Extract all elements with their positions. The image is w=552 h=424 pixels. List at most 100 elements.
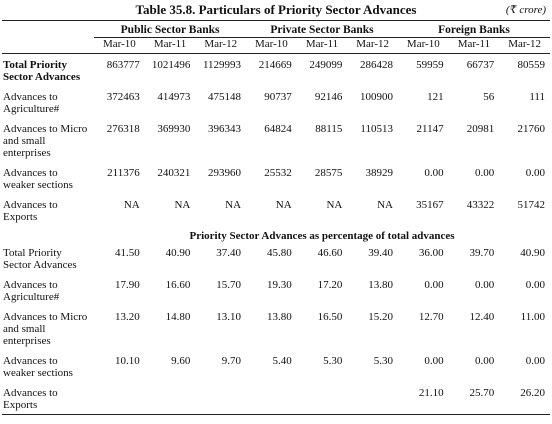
value-cell: NA xyxy=(377,199,393,211)
value-cell: 39.70 xyxy=(469,247,495,259)
value-cell: 110513 xyxy=(360,123,393,135)
data-row: Advances to Agriculture# 17.90 16.60 15.70 1… xyxy=(2,274,550,306)
data-row: Advances to Micro and small enterprises 1… xyxy=(2,306,550,350)
empty-cell xyxy=(195,382,247,415)
value-cell: 0.00 xyxy=(525,167,545,179)
value-cell: 372463 xyxy=(106,91,140,103)
value-cell: 80559 xyxy=(517,59,546,71)
value-cell: 5.30 xyxy=(323,355,343,367)
data-row: Advances to weaker sections 10.10 9.60 9.70… xyxy=(2,350,550,382)
value-cell: 41.50 xyxy=(114,247,140,259)
period-header: Mar-12 xyxy=(499,37,550,54)
period-header: Mar-12 xyxy=(195,37,247,54)
row-label: Advances to weaker sections xyxy=(3,167,73,191)
value-cell: 1129993 xyxy=(202,59,242,71)
value-cell: 25532 xyxy=(264,167,292,179)
row-label: Advances to Micro and small enterprises xyxy=(3,123,88,159)
value-cell: 293960 xyxy=(208,167,242,179)
empty-cell xyxy=(246,382,297,415)
value-cell: 0.00 xyxy=(424,355,444,367)
value-cell: 92146 xyxy=(314,91,343,103)
corner-cell xyxy=(2,37,95,54)
value-cell: 13.10 xyxy=(216,311,242,323)
value-cell: 21147 xyxy=(416,123,444,135)
row-label: Total Priority Sector Advances xyxy=(3,247,77,271)
group-header: Public Sector Banks xyxy=(94,20,247,38)
value-cell: 17.90 xyxy=(114,279,140,291)
value-cell: 21.10 xyxy=(398,382,449,415)
empty-cell xyxy=(94,382,145,415)
value-cell: 5.40 xyxy=(272,355,292,367)
group-header: Foreign Banks xyxy=(398,20,550,38)
row-label: Advances to Agriculture# xyxy=(3,279,60,303)
value-cell: 56 xyxy=(483,91,495,103)
value-cell: 276318 xyxy=(106,123,140,135)
value-cell: 15.20 xyxy=(368,311,393,323)
value-cell: 66737 xyxy=(466,59,495,71)
value-cell: 45.80 xyxy=(266,247,292,259)
value-cell: 40.90 xyxy=(165,247,191,259)
corner-cell xyxy=(2,226,94,242)
value-cell: 0.00 xyxy=(424,279,444,291)
value-cell: 14.80 xyxy=(165,311,191,323)
value-cell: 16.60 xyxy=(165,279,191,291)
section-row: Priority Sector Advances as percentage o… xyxy=(2,226,550,242)
value-cell: 13.20 xyxy=(114,311,140,323)
row-label: Total Priority Sector Advances xyxy=(3,59,81,83)
data-row: Total Priority Sector Advances 863777 1021… xyxy=(2,54,550,87)
value-cell: 17.20 xyxy=(317,279,343,291)
data-row: Advances to Exports 21.10 25.70 26.20 xyxy=(2,382,550,415)
value-cell: 0.00 xyxy=(475,167,495,179)
value-cell: 475148 xyxy=(208,91,242,103)
value-cell: 0.00 xyxy=(424,167,444,179)
value-cell: 64824 xyxy=(264,123,292,135)
value-cell: 396343 xyxy=(208,123,242,135)
period-header-row: Mar-10 Mar-11 Mar-12 Mar-10 Mar-11 Mar-12 Mar-… xyxy=(2,37,550,54)
value-cell: 25.70 xyxy=(448,382,500,415)
data-row: Advances to Exports NA NA NA NA NA NA 35167 4332… xyxy=(2,194,550,226)
advances-table: Public Sector Banks Private Sector Banks F… xyxy=(2,20,550,415)
value-cell: 35167 xyxy=(416,199,444,211)
period-header: Mar-11 xyxy=(448,37,500,54)
value-cell: 5.30 xyxy=(373,355,393,367)
value-cell: 21760 xyxy=(517,123,546,135)
value-cell: NA xyxy=(225,199,242,211)
value-cell: 36.00 xyxy=(418,247,444,259)
empty-cell xyxy=(347,382,398,415)
row-label: Advances to Micro and small enterprises xyxy=(3,311,88,347)
data-row: Advances to Micro and small enterprises 2… xyxy=(2,118,550,162)
empty-cell xyxy=(296,382,348,415)
value-cell: 0.00 xyxy=(525,279,545,291)
period-header: Mar-11 xyxy=(144,37,196,54)
period-header: Mar-12 xyxy=(347,37,398,54)
row-label: Advances to Exports xyxy=(3,199,58,223)
value-cell: 12.70 xyxy=(418,311,444,323)
data-row: Advances to weaker sections 211376 240321 2… xyxy=(2,162,550,194)
value-cell: NA xyxy=(275,199,292,211)
value-cell: 26.20 xyxy=(499,382,550,415)
value-cell: 0.00 xyxy=(475,355,495,367)
value-cell: 863777 xyxy=(106,59,140,71)
value-cell: 90737 xyxy=(264,91,292,103)
value-cell: 369930 xyxy=(157,123,191,135)
value-cell: NA xyxy=(123,199,140,211)
value-cell: 88115 xyxy=(315,123,343,135)
row-label: Advances to Agriculture# xyxy=(3,91,60,115)
value-cell: 37.40 xyxy=(216,247,242,259)
group-header: Private Sector Banks xyxy=(246,20,398,38)
value-cell: 121 xyxy=(427,91,444,103)
value-cell: 13.80 xyxy=(266,311,292,323)
value-cell: 13.80 xyxy=(368,279,393,291)
value-cell: 9.60 xyxy=(171,355,191,367)
period-header: Mar-10 xyxy=(246,37,297,54)
value-cell: 100900 xyxy=(360,91,393,103)
data-row: Total Priority Sector Advances 41.50 40.90… xyxy=(2,242,550,274)
value-cell: 0.00 xyxy=(525,355,545,367)
value-cell: 286428 xyxy=(360,59,393,71)
value-cell: 15.70 xyxy=(216,279,242,291)
value-cell: 414973 xyxy=(157,91,191,103)
value-cell: 19.30 xyxy=(266,279,292,291)
value-cell: 28575 xyxy=(314,167,343,179)
value-cell: 59959 xyxy=(416,59,444,71)
